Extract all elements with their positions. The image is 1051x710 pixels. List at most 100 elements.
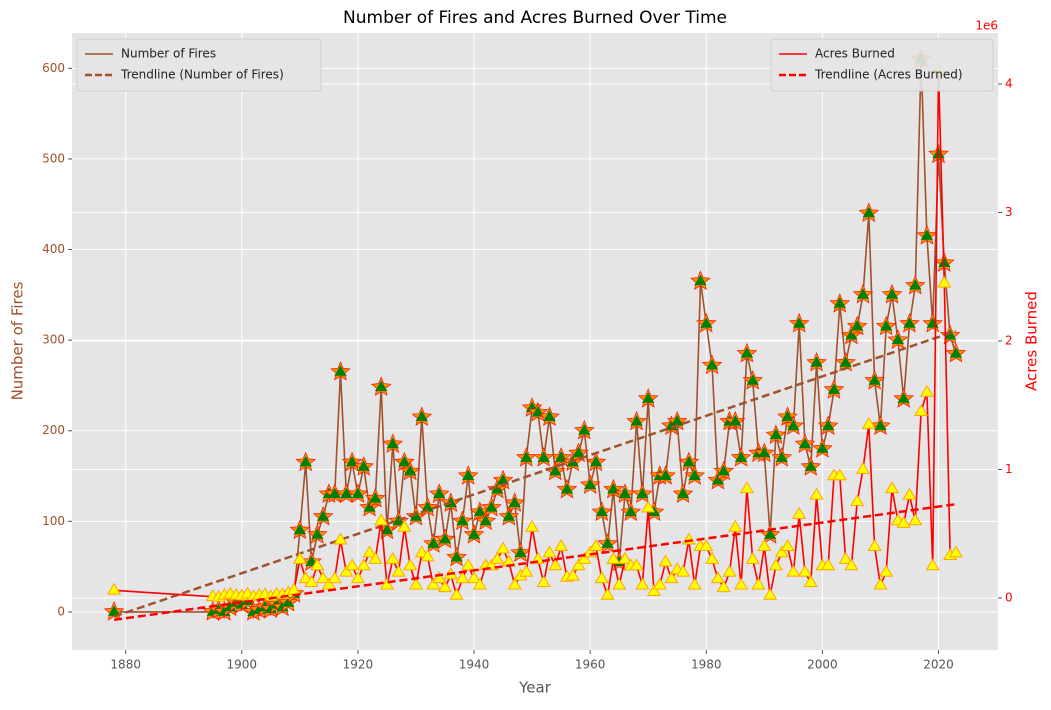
point-triangle: [107, 582, 122, 595]
point-triangle: [780, 539, 795, 551]
data-point: [658, 554, 673, 567]
point-triangle: [734, 577, 749, 590]
x-tick-label: 1880: [110, 658, 141, 672]
data-point: [432, 571, 447, 584]
point-triangle: [624, 505, 637, 517]
data-point: [461, 558, 476, 571]
data-point: [391, 564, 406, 577]
data-point: [606, 551, 621, 564]
data-point: [684, 465, 705, 485]
data-point: [754, 442, 775, 463]
point-triangle: [496, 541, 511, 554]
point-triangle: [798, 437, 812, 449]
x-tick-label: 1920: [343, 658, 374, 672]
point-triangle: [404, 465, 417, 476]
point-triangle: [722, 564, 737, 577]
point-triangle: [519, 564, 534, 577]
legend-label: Acres Burned: [815, 47, 895, 61]
point-triangle: [787, 419, 800, 431]
point-triangle: [856, 288, 870, 299]
data-point: [812, 438, 833, 458]
data-point: [614, 483, 636, 503]
data-point: [321, 577, 336, 590]
point-triangle: [874, 419, 887, 431]
point-triangle: [949, 347, 963, 358]
point-triangle: [763, 587, 778, 600]
point-triangle: [891, 333, 905, 345]
point-triangle: [705, 551, 720, 564]
point-triangle: [328, 487, 341, 499]
data-point: [780, 539, 795, 551]
data-point: [914, 404, 929, 417]
data-point: [379, 577, 395, 590]
data-point: [434, 528, 456, 549]
point-triangle: [751, 577, 766, 590]
data-point: [457, 465, 479, 485]
point-triangle: [937, 275, 952, 288]
data-point: [948, 545, 963, 558]
data-point: [542, 545, 557, 558]
point-triangle: [316, 571, 331, 584]
data-point: [594, 571, 609, 584]
point-triangle: [385, 551, 400, 564]
data-point: [751, 577, 766, 590]
point-triangle: [339, 564, 354, 577]
data-point: [292, 551, 307, 564]
data-point: [525, 519, 540, 532]
data-point: [844, 558, 859, 571]
data-point: [496, 541, 511, 554]
point-triangle: [408, 577, 424, 590]
point-triangle: [350, 571, 365, 584]
data-point: [771, 447, 793, 467]
point-triangle: [450, 551, 463, 562]
data-point: [855, 461, 871, 474]
data-point: [678, 451, 700, 472]
data-point: [945, 342, 967, 363]
data-point: [637, 388, 659, 408]
data-point: [519, 564, 534, 577]
y-tick-label: 500: [42, 151, 65, 165]
data-point: [893, 388, 914, 408]
point-triangle: [885, 288, 899, 299]
point-triangle: [636, 487, 649, 499]
point-triangle: [600, 587, 615, 600]
point-triangle: [797, 564, 813, 577]
point-triangle: [675, 564, 691, 577]
data-point: [884, 481, 900, 494]
point-triangle: [391, 564, 406, 577]
point-triangle: [310, 558, 325, 571]
data-point: [641, 500, 656, 513]
point-triangle: [652, 577, 667, 590]
point-triangle: [362, 545, 377, 558]
data-point: [675, 564, 691, 577]
point-triangle: [473, 505, 487, 517]
point-triangle: [449, 587, 464, 600]
point-triangle: [739, 481, 754, 494]
data-point: [710, 571, 725, 584]
data-point: [873, 577, 888, 590]
data-point: [579, 474, 601, 494]
data-point: [701, 354, 723, 375]
data-point: [716, 580, 731, 593]
point-triangle: [316, 510, 330, 521]
data-point: [858, 202, 880, 223]
point-triangle: [426, 577, 441, 590]
data-point: [736, 342, 758, 363]
point-triangle: [810, 356, 823, 367]
data-point: [905, 275, 926, 295]
point-triangle: [710, 571, 725, 584]
x-tick-label: 2000: [807, 658, 838, 672]
data-point: [896, 515, 911, 528]
point-triangle: [304, 575, 319, 587]
point-triangle: [520, 451, 533, 462]
data-point: [655, 465, 676, 485]
point-triangle: [530, 551, 545, 564]
point-triangle: [867, 539, 882, 551]
data-point: [539, 406, 560, 426]
point-triangle: [379, 577, 395, 590]
point-triangle: [688, 469, 701, 480]
data-point: [908, 513, 923, 526]
data-point: [466, 571, 482, 584]
point-triangle: [855, 461, 871, 474]
data-point: [536, 575, 551, 587]
